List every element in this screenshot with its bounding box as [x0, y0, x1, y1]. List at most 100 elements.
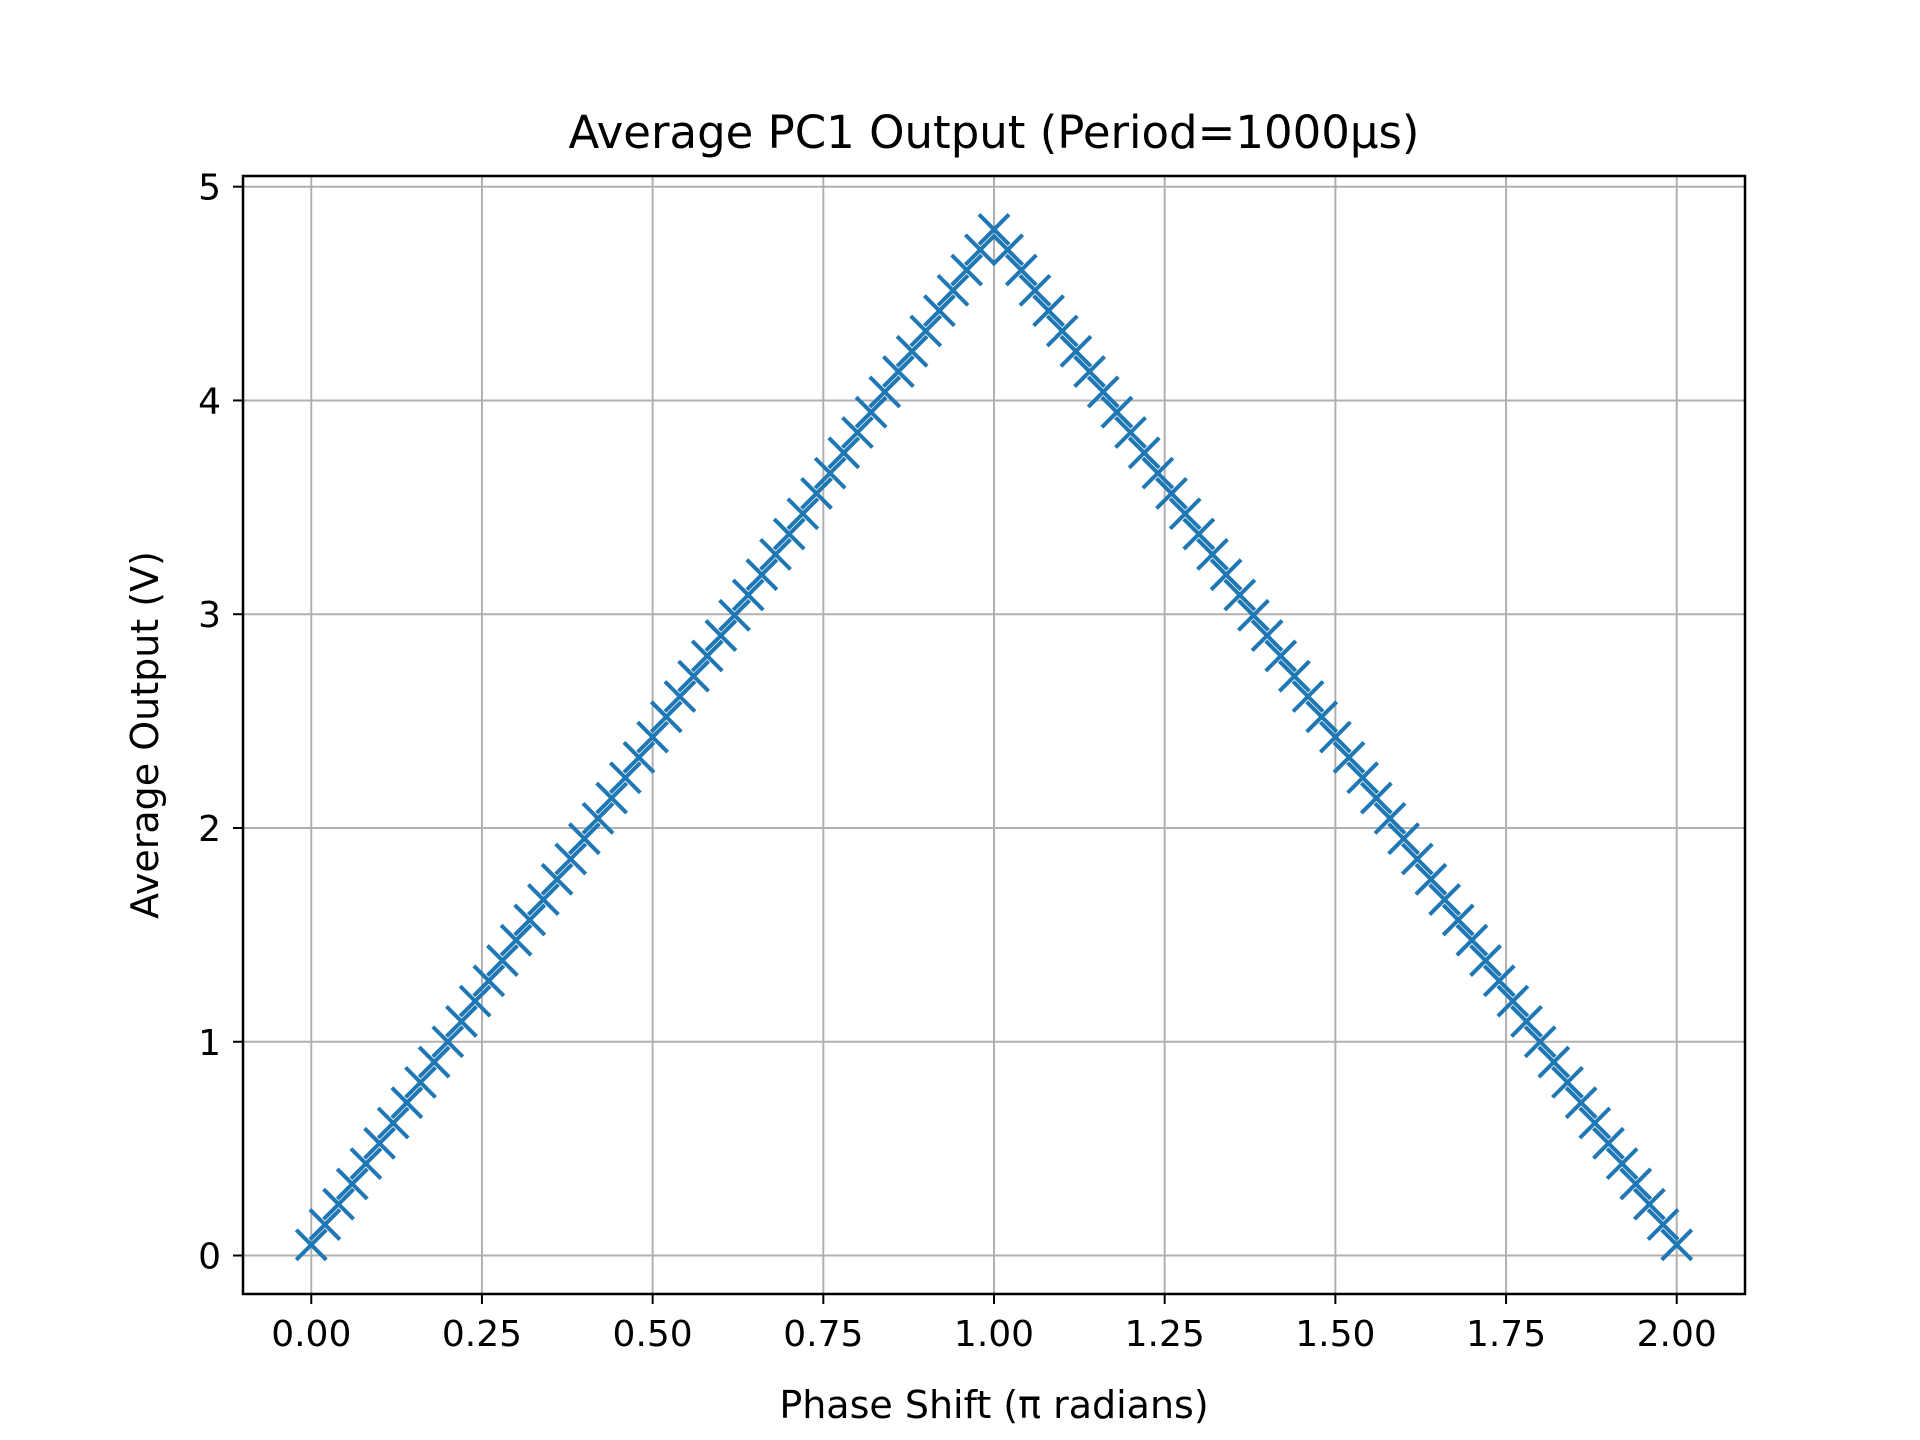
- data-point: [731, 578, 765, 612]
- data-point: [595, 781, 629, 815]
- data-point: [1578, 1106, 1612, 1140]
- data-point: [922, 294, 956, 328]
- y-tick-label: 2: [198, 809, 221, 850]
- data-point: [404, 1065, 437, 1099]
- y-tick-label: 0: [198, 1237, 221, 1278]
- data-point: [554, 842, 588, 876]
- data-point: [1086, 375, 1120, 409]
- data-point: [567, 822, 601, 856]
- data-point: [1441, 903, 1475, 937]
- x-tick-label: 1.50: [1295, 1314, 1375, 1355]
- x-tick-label: 2.00: [1637, 1314, 1717, 1355]
- data-point: [1127, 436, 1161, 470]
- data-point: [363, 1126, 396, 1160]
- data-point: [841, 416, 874, 449]
- chart-title: Average PC1 Output (Period=1000μs): [569, 106, 1420, 159]
- data-point: [472, 964, 506, 998]
- data-point: [1114, 416, 1147, 449]
- data-point: [1633, 1187, 1666, 1221]
- x-tick-label: 1.00: [954, 1314, 1034, 1355]
- data-point: [1523, 1025, 1557, 1059]
- data-point: [868, 375, 902, 409]
- x-tick-label: 0.25: [442, 1314, 522, 1355]
- data-point: [677, 659, 711, 693]
- data-point: [294, 1228, 328, 1262]
- data-point: [1332, 741, 1366, 774]
- data-point: [1291, 680, 1325, 713]
- data-point: [1564, 1086, 1598, 1120]
- x-tick-label: 0.00: [271, 1314, 351, 1355]
- data-point: [1592, 1126, 1625, 1160]
- data-point: [608, 761, 642, 795]
- data-point: [950, 253, 984, 287]
- data-point: [1646, 1208, 1680, 1241]
- data-point: [1155, 477, 1188, 510]
- data-point: [1496, 984, 1530, 1018]
- data-point: [1359, 781, 1393, 815]
- data-point: [1469, 944, 1502, 977]
- data-point: [1073, 355, 1106, 389]
- x-tick-label: 1.25: [1125, 1314, 1205, 1355]
- y-tick-label: 5: [198, 168, 221, 209]
- data-point: [335, 1167, 369, 1201]
- data-point: [745, 558, 779, 592]
- data-point: [690, 639, 724, 673]
- data-point: [1619, 1167, 1653, 1201]
- data-point: [936, 273, 970, 307]
- y-axis-label: Average Output (V): [123, 551, 167, 919]
- data-point: [540, 862, 574, 896]
- data-point: [1264, 639, 1298, 673]
- data-point: [1032, 294, 1066, 328]
- data-point: [909, 314, 943, 348]
- data-point: [458, 984, 492, 1018]
- data-point: [1428, 883, 1462, 917]
- x-tick-label: 0.50: [613, 1314, 693, 1355]
- data-point: [1237, 598, 1270, 632]
- data-point: [1400, 842, 1434, 876]
- data-point: [1045, 314, 1079, 348]
- data-point: [1605, 1147, 1639, 1181]
- data-point: [704, 619, 738, 653]
- data-point: [854, 395, 888, 429]
- data-point: [1277, 659, 1311, 693]
- data-point: [513, 903, 547, 937]
- y-tick-label: 4: [198, 381, 221, 422]
- data-point: [977, 213, 1011, 246]
- grid: [243, 176, 1745, 1294]
- data-point: [1100, 395, 1134, 429]
- data-point: [1387, 822, 1421, 856]
- data-point: [1209, 558, 1243, 592]
- data-point: [390, 1086, 424, 1120]
- y-tick-label: 3: [198, 595, 221, 636]
- data-point: [663, 680, 697, 713]
- data-point: [1141, 456, 1175, 490]
- x-axis-label: Phase Shift (π radians): [779, 1383, 1208, 1427]
- data-point: [1660, 1228, 1694, 1262]
- data-point: [1004, 253, 1038, 287]
- data-point: [1223, 578, 1257, 612]
- x-tick-label: 1.75: [1466, 1314, 1546, 1355]
- data-point: [800, 477, 833, 510]
- data-point: [486, 944, 519, 977]
- data-point: [308, 1208, 342, 1241]
- data-point: [1018, 273, 1052, 307]
- data-point: [1182, 517, 1216, 551]
- data-point: [1414, 862, 1448, 896]
- data-point: [1250, 619, 1284, 653]
- data-point: [895, 334, 929, 368]
- data-point: [1455, 923, 1489, 957]
- data-point: [526, 883, 560, 917]
- data-point: [322, 1187, 355, 1221]
- data-point: [622, 741, 656, 774]
- data-point: [786, 497, 820, 531]
- data-point: [827, 436, 861, 470]
- data-point: [499, 923, 533, 957]
- data-point: [636, 720, 670, 754]
- axis-ticks: 0.00 0.25 0.50 0.75 1.00 1.25 1.50 1.75 2.00 0 1 2 3…: [198, 168, 1717, 1355]
- data-point: [963, 233, 997, 267]
- data-point: [882, 355, 915, 389]
- data-point: [445, 1005, 478, 1038]
- data-point: [813, 456, 847, 490]
- y-tick-label: 1: [198, 1023, 221, 1064]
